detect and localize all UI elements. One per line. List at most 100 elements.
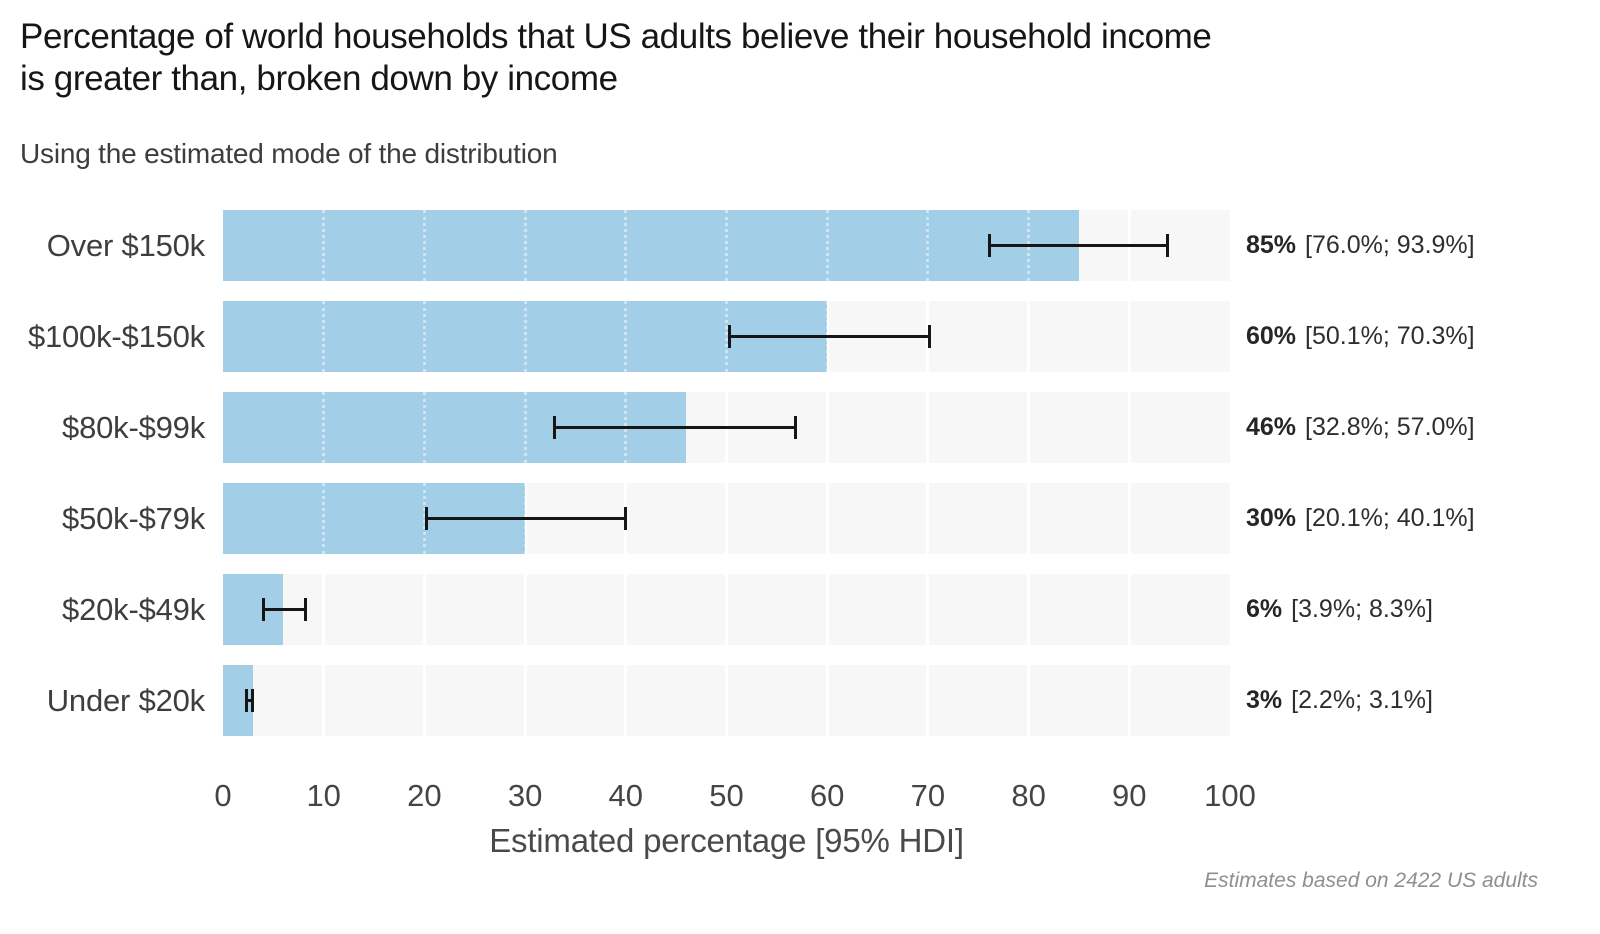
bar-track [223, 392, 1230, 463]
value-label: 6% [1246, 595, 1283, 623]
gridline [825, 392, 829, 463]
x-axis-label-row: Estimated percentage [95% HDI] [0, 822, 1600, 860]
x-axis-right-spacer [1230, 778, 1600, 814]
value-label: 85% [1246, 231, 1297, 259]
gridline [926, 483, 930, 554]
gridline-overlay [523, 392, 527, 463]
gridline [1127, 483, 1131, 554]
bar-annotation: 3% [2.2%; 3.1%] [1230, 665, 1600, 736]
gridline [523, 665, 527, 736]
gridline [825, 665, 829, 736]
interval-label: [50.1%; 70.3%] [1305, 322, 1475, 350]
value-label: 3% [1246, 686, 1283, 714]
error-bar [245, 689, 255, 712]
gridline [523, 574, 527, 645]
x-tick-label: 60 [809, 778, 845, 813]
gridline [1027, 665, 1031, 736]
interval-label: [2.2%; 3.1%] [1291, 686, 1433, 714]
category-label: Over $150k [46, 227, 205, 263]
gridline [624, 574, 628, 645]
x-tick-label: 70 [910, 778, 946, 813]
x-axis-tick-row: 0 10 20 30 40 50 60 70 80 90 100 [214, 778, 1255, 814]
category-label: $100k-$150k [27, 318, 205, 354]
x-axis-label: Estimated percentage [95% HDI] [489, 822, 964, 859]
gridline [825, 483, 829, 554]
bar-row: Under $20k 3% [2.2%; 3.1%] [0, 665, 1600, 736]
chart-title: Percentage of world households that US a… [0, 0, 1600, 100]
gridline [1127, 301, 1131, 372]
value-label: 60% [1246, 322, 1297, 350]
gridline-overlay [422, 392, 426, 463]
bar-chart: Over $150k 85% [76.0%; 93.9%] $100k-$150k 60… [0, 210, 1600, 736]
gridline-overlay [523, 210, 527, 281]
gridline [725, 574, 728, 645]
category-label: $50k-$79k [62, 500, 205, 536]
gridline [725, 483, 728, 554]
error-bar [727, 325, 932, 348]
interval-label: [3.9%; 8.3%] [1291, 595, 1433, 623]
chart-title-line1: Percentage of world households that US a… [20, 17, 1212, 56]
x-tick-label: 100 [1204, 778, 1256, 813]
bar-row: $80k-$99k 46% [32.8%; 57.0%] [0, 392, 1600, 463]
gridline [825, 574, 829, 645]
bar-track [223, 301, 1230, 372]
gridline-overlay [422, 483, 426, 554]
x-tick-label: 10 [306, 778, 341, 813]
gridline [725, 665, 728, 736]
gridline-overlay [422, 210, 426, 281]
gridline [926, 392, 930, 463]
gridline [422, 574, 426, 645]
bar-row: $50k-$79k 30% [20.1%; 40.1%] [0, 483, 1600, 554]
bar-annotation: 85% [76.0%; 93.9%] [1230, 210, 1600, 281]
error-bar [262, 598, 307, 621]
bar-track [223, 665, 1230, 736]
value-bar [223, 210, 1079, 281]
gridline [926, 665, 930, 736]
gridline [322, 574, 326, 645]
gridline-overlay [322, 301, 326, 372]
bar-track [223, 483, 1230, 554]
gridline [422, 665, 426, 736]
gridline [1027, 392, 1031, 463]
category-label: $20k-$49k [62, 591, 205, 627]
gridline-overlay [725, 301, 728, 372]
chart-title-line2: is greater than, broken down by income [20, 59, 618, 98]
error-bar [553, 416, 797, 439]
bar-annotation: 30% [20.1%; 40.1%] [1230, 483, 1600, 554]
gridline [1027, 574, 1031, 645]
interval-label: [32.8%; 57.0%] [1305, 413, 1475, 441]
gridline [1127, 574, 1131, 645]
x-tick-label: 40 [608, 778, 644, 813]
gridline-overlay [322, 210, 326, 281]
gridline [624, 665, 628, 736]
gridline-overlay [422, 301, 426, 372]
bar-annotation: 46% [32.8%; 57.0%] [1230, 392, 1600, 463]
bar-annotation: 60% [50.1%; 70.3%] [1230, 301, 1600, 372]
value-label: 46% [1246, 413, 1297, 441]
x-tick-label: 0 [214, 778, 232, 813]
bar-row: Over $150k 85% [76.0%; 93.9%] [0, 210, 1600, 281]
gridline [1127, 665, 1131, 736]
category-label: Under $20k [46, 682, 205, 718]
gridline-overlay [926, 210, 930, 281]
x-tick-label: 30 [507, 778, 543, 813]
x-tick-label: 50 [709, 778, 744, 813]
chart-subtitle: Using the estimated mode of the distribu… [20, 138, 558, 169]
gridline-overlay [322, 392, 326, 463]
gridline-overlay [523, 301, 527, 372]
bar-track [223, 574, 1230, 645]
value-label: 30% [1246, 504, 1297, 532]
gridline-overlay [825, 210, 829, 281]
gridline [1027, 483, 1031, 554]
bar-row: $20k-$49k 6% [3.9%; 8.3%] [0, 574, 1600, 645]
error-bar [988, 234, 1169, 257]
gridline [1127, 392, 1131, 463]
bar-row: $100k-$150k 60% [50.1%; 70.3%] [0, 301, 1600, 372]
interval-label: [20.1%; 40.1%] [1305, 504, 1475, 532]
x-tick-label: 20 [407, 778, 442, 813]
category-label: $80k-$99k [62, 409, 205, 445]
gridline-overlay [624, 210, 628, 281]
bar-track [223, 210, 1230, 281]
gridline [926, 574, 930, 645]
x-axis-left-spacer [0, 778, 223, 814]
